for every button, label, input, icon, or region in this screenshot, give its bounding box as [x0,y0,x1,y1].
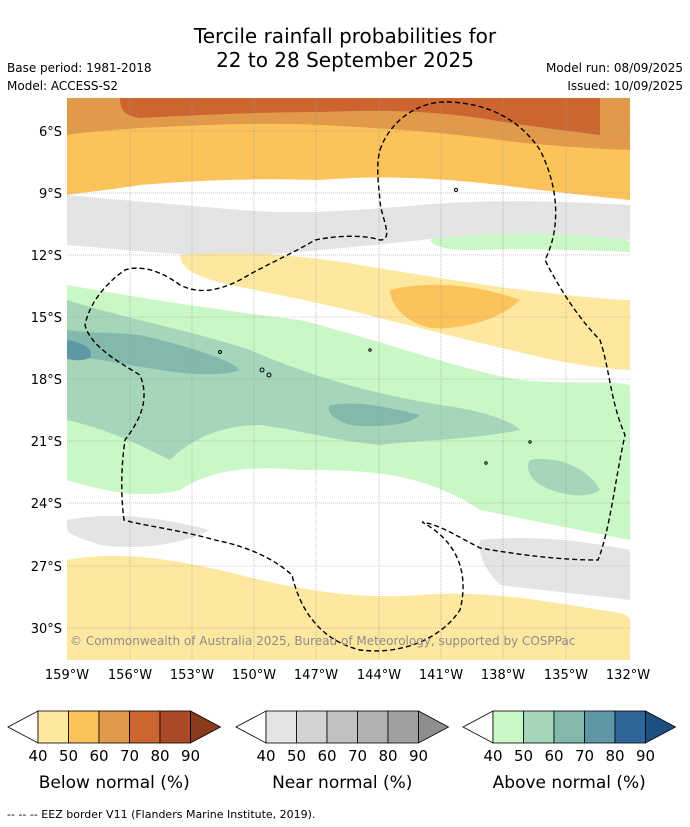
lon-label: 153°W [170,668,214,683]
lat-label: 24°S [31,497,62,512]
legend-swatch [387,710,419,744]
legend-swatch [68,710,100,744]
legend-arrow-left [235,710,267,744]
above-normal-core-3 [67,340,91,361]
lat-label: 21°S [31,435,62,450]
graticule [67,98,630,660]
lat-label: 27°S [31,560,62,575]
legend-title: Below normal (%) [39,773,190,793]
legend-tick: 70 [348,747,367,765]
latitude-labels: 6°S 9°S 12°S 15°S 18°S 21°S 24°S 27°S 30°S [31,125,62,637]
title-line-1: Tercile rainfall probabilities for [193,24,497,48]
legend-swatch [523,710,555,744]
lat-label: 9°S [39,187,62,202]
lon-label: 144°W [357,668,401,683]
lon-label: 159°W [45,668,89,683]
legend-above: 40 50 60 70 80 90 Above normal (%) [462,710,677,793]
legend-swatch [357,710,389,744]
lat-label: 6°S [39,125,62,140]
copyright-notice: © Commonwealth of Australia 2025, Bureau… [70,634,576,648]
lon-label: 141°W [419,668,463,683]
below-normal-center-2 [390,284,520,329]
legend-tick: 90 [181,747,200,765]
legend-swatch [553,710,585,744]
legend-tick: 80 [378,747,397,765]
legend-tick: 50 [287,747,306,765]
legend-swatch [326,710,358,744]
legend-arrow-right [418,710,450,744]
legend-tick: 80 [605,747,624,765]
lon-label: 135°W [544,668,588,683]
legend-swatch [37,710,69,744]
lat-label: 30°S [31,622,62,637]
lat-label: 12°S [31,249,62,264]
legend-swatch [296,710,328,744]
legend-swatch [159,710,191,744]
lon-label: 132°W [606,668,650,683]
legend-swatch [265,710,297,744]
lon-label: 138°W [481,668,525,683]
legend-tick: 50 [514,747,533,765]
islands [218,188,532,465]
above-normal-southeast [528,459,600,496]
legend-tick: 90 [636,747,655,765]
issued-date: Issued: 10/09/2025 [567,79,683,93]
lon-label: 147°W [294,668,338,683]
legend-near: 40 50 60 70 80 90 Near normal (%) [235,710,450,793]
eez-footnote: -- -- -- EEZ border V11 (Flanders Marine… [7,808,316,821]
meta-left: Base period: 1981-2018 Model: ACCESS-S2 [7,59,152,95]
legend-arrow-right [190,710,222,744]
legend-swatch [614,710,646,744]
near-normal-north [67,195,630,256]
legend-title: Above normal (%) [493,773,646,793]
base-period: Base period: 1981-2018 [7,61,152,75]
legend-tick: 70 [120,747,139,765]
legend-arrow-left [7,710,39,744]
title-line-2: 22 to 28 September 2025 [216,48,474,72]
map-field [67,98,630,660]
legend-swatch [492,710,524,744]
legend-swatch [98,710,130,744]
legend-arrow-left [462,710,494,744]
lat-label: 18°S [31,373,62,388]
legend-tick: 40 [483,747,502,765]
legends: 40 50 60 70 80 90 Below normal (%) 40 50 60 70 80 90… [7,710,677,793]
map-title: Tercile rainfall probabilities for 22 to… [0,24,690,72]
lon-label: 150°W [232,668,276,683]
longitude-labels: 159°W 156°W 153°W 150°W 147°W 144°W 141°W 138°W… [45,668,650,683]
model-run: Model run: 08/09/2025 [545,61,683,75]
legend-tick: 60 [317,747,336,765]
near-normal-south [67,515,210,547]
legend-tick: 60 [89,747,108,765]
model-name: Model: ACCESS-S2 [7,79,119,93]
legend-swatch [129,710,161,744]
above-normal-core-2 [328,403,420,427]
legend-tick: 40 [256,747,275,765]
lon-label: 156°W [108,668,152,683]
legend-arrow-right [645,710,677,744]
meta-right: Model run: 08/09/2025 Issued: 10/09/2025 [546,59,683,95]
above-normal-core [67,330,240,375]
eez-border [84,101,626,652]
legend-tick: 40 [28,747,47,765]
legend-below: 40 50 60 70 80 90 Below normal (%) [7,710,222,793]
legend-swatch [584,710,616,744]
legend-title: Near normal (%) [272,773,412,793]
legend-tick: 50 [59,747,78,765]
legend-tick: 70 [575,747,594,765]
legend-tick: 90 [409,747,428,765]
lat-label: 15°S [31,311,62,326]
below-normal-south [67,555,630,660]
legend-tick: 60 [544,747,563,765]
legend-tick: 80 [150,747,169,765]
